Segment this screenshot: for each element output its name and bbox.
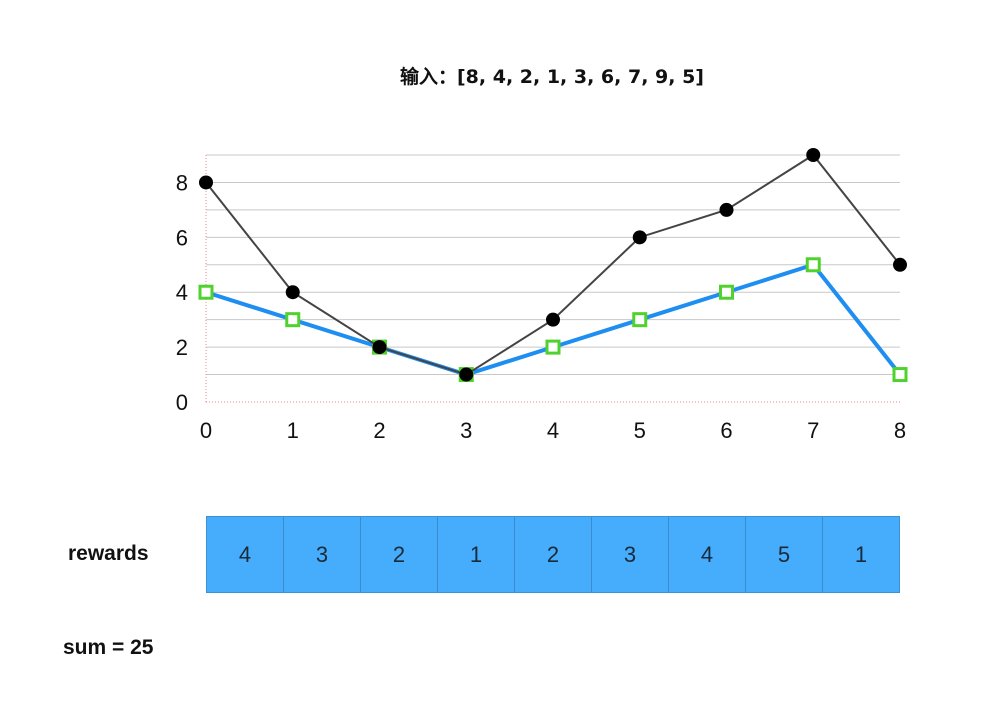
x-tick-label: 8 <box>894 418 906 443</box>
chart-title: 输入：[8, 4, 2, 1, 3, 6, 7, 9, 5] <box>399 66 704 88</box>
y-tick-label: 6 <box>176 225 188 250</box>
reward-point <box>632 312 648 328</box>
input-point <box>459 367 474 382</box>
y-tick-label: 4 <box>176 280 188 305</box>
axes <box>205 155 900 403</box>
rewards-cell: 3 <box>284 517 361 592</box>
rewards-cell: 4 <box>669 517 746 592</box>
rewards-cell: 2 <box>361 517 438 592</box>
y-tick-label: 2 <box>176 335 188 360</box>
x-tick-label: 5 <box>634 418 646 443</box>
reward-point <box>545 339 561 355</box>
x-tick-label: 3 <box>460 418 472 443</box>
reward-point <box>198 284 214 300</box>
input-point <box>372 340 387 355</box>
sum-text: sum = 25 <box>63 636 154 659</box>
reward-point <box>285 312 301 328</box>
x-tick-label: 1 <box>287 418 299 443</box>
line-chart: 0 2 4 6 8 0 1 2 3 4 5 6 7 8 <box>176 148 908 443</box>
x-tick-label: 2 <box>373 418 385 443</box>
rewards-cell: 3 <box>592 517 669 592</box>
rewards-label: rewards <box>68 542 149 565</box>
y-tick-label: 8 <box>176 170 188 195</box>
input-point <box>546 312 560 327</box>
input-point <box>632 230 647 245</box>
x-tick-label: 7 <box>807 418 819 443</box>
x-tick-labels: 0 1 2 3 4 5 6 7 8 <box>200 418 906 443</box>
rewards-cell: 5 <box>746 517 823 592</box>
rewards-cell: 1 <box>854 541 868 567</box>
reward-point <box>719 284 734 300</box>
x-tick-label: 0 <box>200 418 212 443</box>
reward-point <box>892 367 908 383</box>
rewards-cell: 1 <box>438 517 515 592</box>
input-point <box>285 285 300 300</box>
rewards-cell: 2 <box>515 517 592 592</box>
y-tick-labels: 0 2 4 6 8 <box>176 170 188 415</box>
input-point <box>719 202 734 217</box>
x-tick-label: 6 <box>720 418 732 443</box>
series-group <box>198 148 908 383</box>
x-tick-label: 4 <box>547 418 559 443</box>
input-point <box>199 175 213 190</box>
rewards-cell: 4 <box>207 517 284 592</box>
input-point <box>806 148 821 162</box>
y-tick-label: 0 <box>176 390 188 415</box>
reward-point <box>805 257 821 273</box>
input-point <box>893 257 907 272</box>
